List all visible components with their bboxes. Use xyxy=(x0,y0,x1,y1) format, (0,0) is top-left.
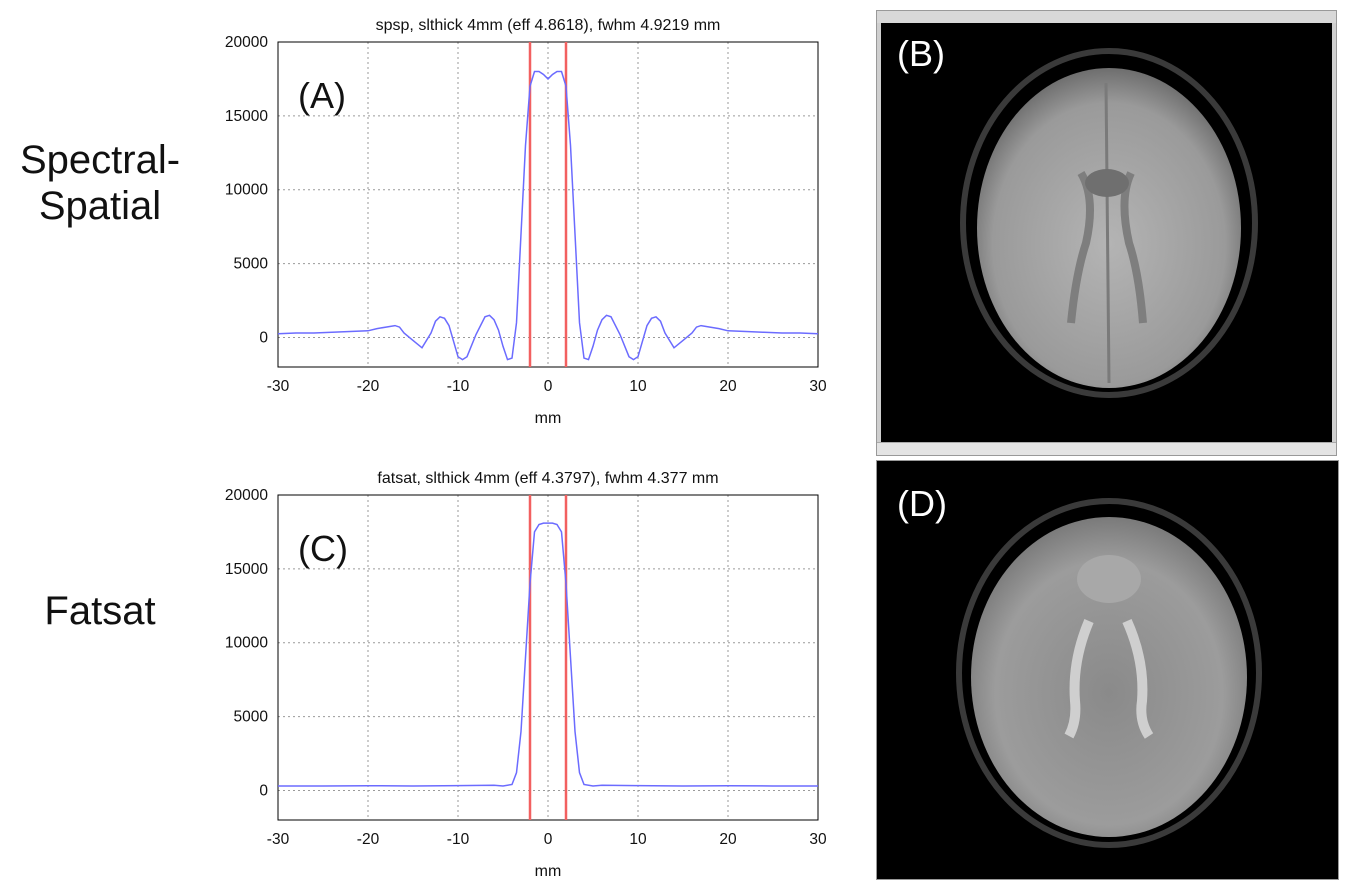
x-tick-label: 0 xyxy=(544,831,553,848)
row-label-spectral-spatial: Spectral- Spatial xyxy=(0,137,200,229)
x-tick-label: -10 xyxy=(447,831,470,848)
mri-image-panel-d: (D) xyxy=(876,460,1339,880)
brain-image-d xyxy=(956,498,1262,848)
viewer-statusbar xyxy=(877,442,1336,455)
profile-line xyxy=(277,70,819,361)
y-tick-label: 20000 xyxy=(225,487,268,504)
y-tick-label: 5000 xyxy=(234,256,269,273)
x-axis-label: mm xyxy=(535,863,562,880)
chart-title: fatsat, slthick 4mm (eff 4.3797), fwhm 4… xyxy=(377,470,718,487)
row-label-line: Spatial xyxy=(38,184,162,228)
y-tick-label: 20000 xyxy=(225,34,268,51)
row-label-fatsat: Fatsat xyxy=(44,589,156,633)
x-tick-label: 20 xyxy=(719,831,737,848)
viewer-menubar xyxy=(877,11,1336,23)
x-tick-label: -20 xyxy=(357,378,380,395)
plot-frame xyxy=(277,494,819,821)
x-tick-label: -30 xyxy=(267,831,290,848)
x-tick-label: 30 xyxy=(809,378,827,395)
panel-label-d: (D) xyxy=(897,483,947,524)
mri-image-b: (B) xyxy=(881,23,1332,443)
x-tick-label: 0 xyxy=(544,378,553,395)
y-tick-label: 0 xyxy=(259,329,268,346)
plot-frame xyxy=(277,41,819,368)
x-axis-label: mm xyxy=(535,410,562,427)
panel-label: (A) xyxy=(298,75,346,116)
row-label-line: Spectral- xyxy=(19,138,181,182)
brain-image-b xyxy=(960,48,1258,398)
x-tick-label: 30 xyxy=(809,831,827,848)
x-tick-label: 10 xyxy=(629,378,647,395)
chart-title: spsp, slthick 4mm (eff 4.8618), fwhm 4.9… xyxy=(376,17,721,34)
panel-label-b: (B) xyxy=(897,33,945,74)
x-tick-label: -10 xyxy=(447,378,470,395)
y-tick-label: 15000 xyxy=(225,108,268,125)
panel-label: (C) xyxy=(298,528,348,569)
x-tick-label: -30 xyxy=(267,378,290,395)
mri-image-panel-b: (B) xyxy=(876,10,1337,456)
x-tick-label: -20 xyxy=(357,831,380,848)
y-tick-label: 15000 xyxy=(225,561,268,578)
profile-line xyxy=(278,522,818,787)
y-tick-label: 10000 xyxy=(225,182,268,199)
x-tick-label: 20 xyxy=(719,378,737,395)
y-tick-label: 5000 xyxy=(234,709,269,726)
y-tick-label: 10000 xyxy=(225,635,268,652)
y-tick-label: 0 xyxy=(259,782,268,799)
x-tick-label: 10 xyxy=(629,831,647,848)
